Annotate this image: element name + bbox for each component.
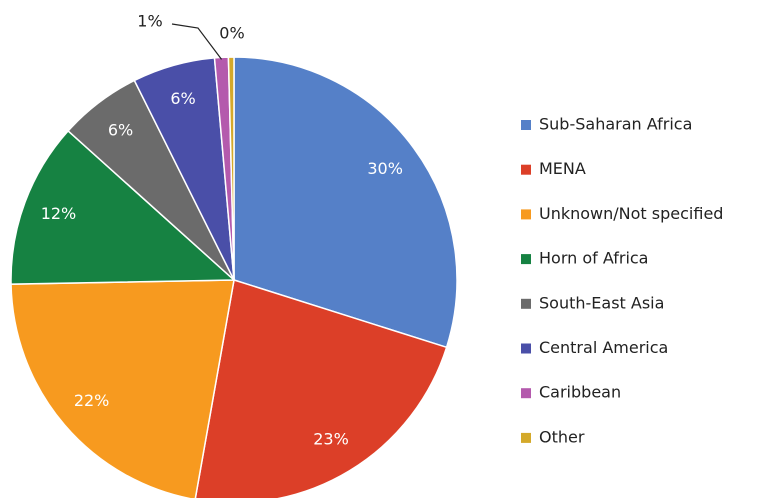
legend-label: Caribbean	[539, 383, 621, 402]
leader-line	[171, 23, 223, 60]
legend-label: South-East Asia	[539, 293, 664, 312]
data-label: 6%	[170, 89, 195, 108]
legend-swatch	[521, 298, 531, 309]
legend-swatch	[521, 432, 531, 443]
pie-slice	[10, 129, 236, 285]
legend-swatch	[521, 164, 531, 175]
data-label: 23%	[313, 430, 349, 449]
pie-slice	[233, 56, 458, 349]
legend-label: Unknown/Not specified	[539, 204, 723, 223]
pie-slice	[10, 279, 235, 498]
pie-slice	[194, 279, 448, 498]
legend-swatch	[521, 120, 531, 130]
legend-label: MENA	[539, 159, 586, 178]
legend-label: Sub-Saharan Africa	[539, 115, 692, 134]
legend-label: Central America	[539, 338, 668, 357]
data-label: 30%	[367, 159, 403, 178]
data-label: 12%	[41, 204, 77, 223]
pie-slice	[227, 56, 235, 281]
legend-swatch	[521, 388, 531, 399]
legend-swatch	[521, 254, 531, 265]
data-label: 6%	[108, 120, 133, 139]
legend-label: Horn of Africa	[539, 249, 648, 268]
data-label: 22%	[74, 391, 110, 410]
legend-swatch	[521, 209, 531, 220]
data-label: 1%	[137, 12, 162, 31]
data-label: 0%	[219, 24, 244, 43]
legend-label: Other	[539, 427, 585, 446]
legend-swatch	[521, 343, 531, 354]
